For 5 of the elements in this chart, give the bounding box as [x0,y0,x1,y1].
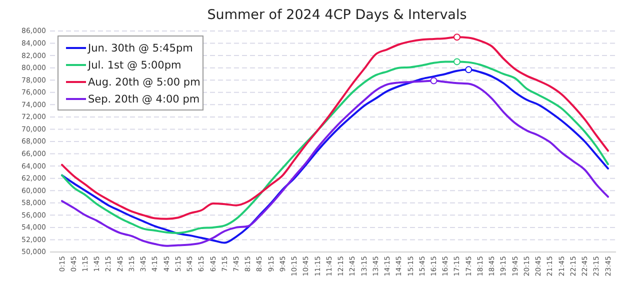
legend-label: Aug. 20th @ 5:00 pm [88,76,200,89]
legend-label: Sep. 20th @ 4:00 pm [88,94,200,106]
legend-label: Jun. 30th @ 5:45pm [87,42,193,55]
chart-title: Summer of 2024 4CP Days & Intervals [207,7,467,23]
legend-label: Jul. 1st @ 5:00pm [87,60,182,72]
